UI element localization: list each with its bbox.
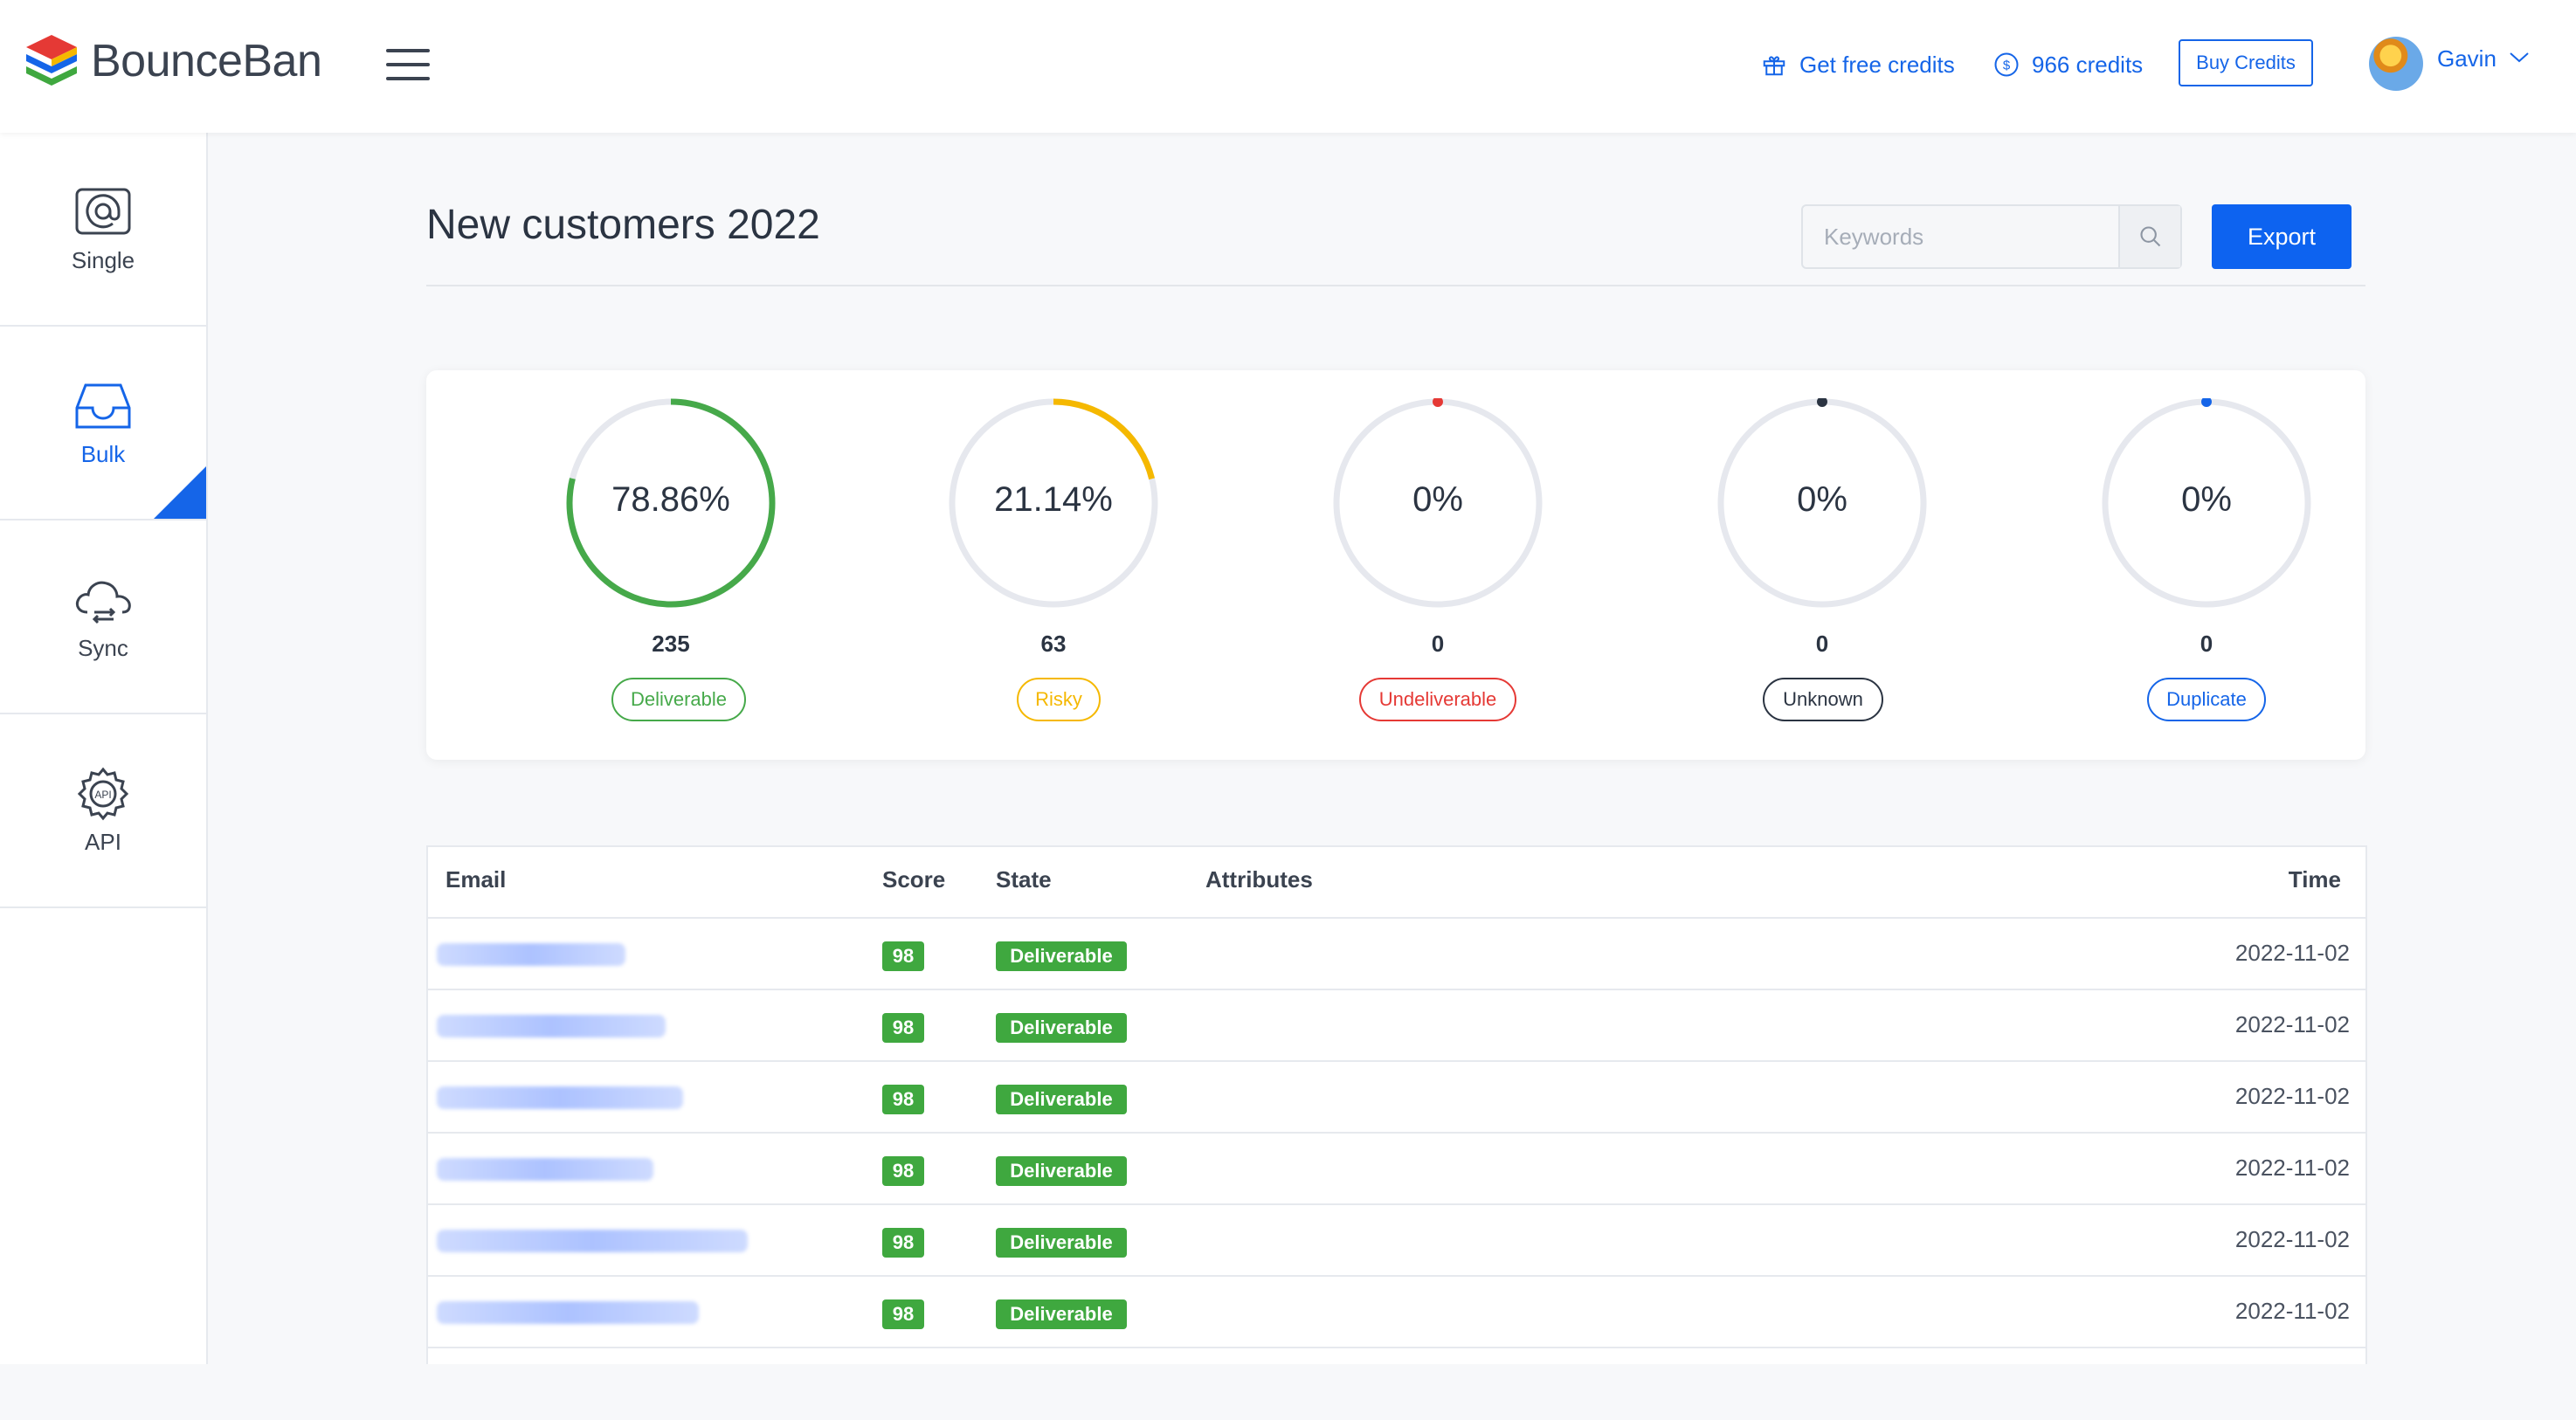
state-badge: Deliverable: [996, 1156, 1127, 1186]
score-badge: 98: [882, 1013, 924, 1043]
table-row[interactable]: 98 Deliverable 2022-11-02: [428, 1060, 2365, 1134]
row-time: 2022-11-02: [2234, 1011, 2350, 1037]
table-row[interactable]: 98 Deliverable 2022-11-02: [428, 989, 2365, 1062]
search-input[interactable]: [1803, 206, 2118, 267]
score-badge: 98: [882, 1228, 924, 1258]
inbox-icon: [75, 383, 131, 428]
svg-text:API: API: [94, 789, 111, 801]
undeliverable-badge[interactable]: Undeliverable: [1359, 678, 1516, 721]
duplicate-badge[interactable]: Duplicate: [2147, 678, 2266, 721]
risky-ring: [949, 398, 1158, 608]
deliverable-badge[interactable]: Deliverable: [611, 678, 746, 721]
state-badge: Deliverable: [996, 1299, 1127, 1329]
deliverable-ring: [566, 398, 776, 608]
score-badge: 98: [882, 941, 924, 971]
bounceban-logo-icon: [26, 35, 77, 86]
page-title: New customers 2022: [426, 202, 820, 248]
table-row[interactable]: 98 Deliverable 2022-11-02: [428, 1275, 2365, 1348]
results-table: Email Score State Attributes Time 98 Del…: [426, 845, 2367, 1364]
unknown-ring: [1717, 398, 1927, 608]
sidebar: Single Bulk Sync API API: [0, 133, 208, 1364]
risky-count: 63: [1040, 631, 1067, 657]
cloud-sync-icon: [75, 581, 131, 624]
state-badge: Deliverable: [996, 1085, 1127, 1114]
redacted-email: [437, 1230, 748, 1252]
svg-text:$: $: [2003, 59, 2011, 73]
sidebar-item-label: Bulk: [80, 440, 126, 467]
row-time: 2022-11-02: [2234, 940, 2350, 966]
search-icon: [2139, 226, 2160, 247]
redacted-email: [437, 1301, 699, 1324]
gift-icon: [1763, 56, 1785, 76]
table-row[interactable]: 98 Deliverable 2022-11-02: [428, 1203, 2365, 1277]
table-row[interactable]: [428, 1347, 2365, 1420]
risky-percent: 21.14%: [994, 480, 1113, 519]
menu-toggle-icon[interactable]: [386, 49, 430, 80]
deliverable-percent: 78.86%: [611, 480, 730, 519]
table-row[interactable]: 98 Deliverable 2022-11-02: [428, 917, 2365, 990]
avatar[interactable]: [2369, 37, 2423, 91]
undeliverable-percent: 0%: [1412, 480, 1463, 519]
redacted-email: [437, 1158, 653, 1181]
sidebar-item-label: API: [85, 828, 121, 855]
risky-badge[interactable]: Risky: [1017, 678, 1101, 721]
buy-credits-button[interactable]: Buy Credits: [2179, 39, 2313, 86]
column-header-email[interactable]: Email: [445, 866, 507, 893]
sidebar-item-single[interactable]: Single: [0, 133, 206, 327]
score-badge: 98: [882, 1299, 924, 1329]
state-badge: Deliverable: [996, 1013, 1127, 1043]
credits-balance-label: 966 credits: [2032, 51, 2144, 78]
undeliverable-ring: [1333, 398, 1543, 608]
column-header-state[interactable]: State: [996, 866, 1052, 893]
duplicate-count: 0: [2200, 631, 2213, 657]
sidebar-item-bulk[interactable]: Bulk: [0, 327, 206, 520]
redacted-email: [437, 1015, 666, 1037]
score-badge: 98: [882, 1085, 924, 1114]
search-box: [1801, 204, 2182, 269]
state-badge: Deliverable: [996, 941, 1127, 971]
state-badge: Deliverable: [996, 1228, 1127, 1258]
sidebar-item-label: Single: [71, 246, 135, 273]
row-time: 2022-11-02: [2234, 1226, 2350, 1252]
get-free-credits-link[interactable]: Get free credits: [1761, 39, 1955, 90]
unknown-badge[interactable]: Unknown: [1763, 678, 1883, 721]
user-name[interactable]: Gavin: [2437, 45, 2497, 72]
row-time: 2022-11-02: [2234, 1155, 2350, 1181]
deliverable-count: 235: [652, 631, 690, 657]
column-header-time[interactable]: Time: [2288, 866, 2341, 893]
active-indicator: [154, 466, 206, 519]
table-row[interactable]: 98 Deliverable 2022-11-02: [428, 1132, 2365, 1205]
chevron-down-icon[interactable]: [2509, 49, 2530, 66]
brand-name: BounceBan: [91, 36, 322, 86]
column-header-score[interactable]: Score: [882, 866, 946, 893]
duplicate-percent: 0%: [2181, 480, 2232, 519]
credits-balance[interactable]: $ 966 credits: [1993, 39, 2143, 90]
undeliverable-count: 0: [1431, 631, 1445, 657]
dollar-coin-icon: $: [1994, 52, 2019, 77]
score-badge: 98: [882, 1156, 924, 1186]
unknown-count: 0: [1815, 631, 1829, 657]
brand-logo[interactable]: BounceBan: [23, 33, 322, 89]
redacted-email: [437, 1086, 683, 1109]
search-button[interactable]: [2118, 206, 2180, 267]
row-time: 2022-11-02: [2234, 1298, 2350, 1324]
at-sign-icon: [75, 188, 131, 234]
sidebar-item-sync[interactable]: Sync: [0, 520, 206, 714]
get-free-credits-label: Get free credits: [1799, 51, 1955, 78]
api-gear-icon: API: [77, 767, 129, 820]
top-bar: BounceBan Get free credits $ 966 credits…: [0, 0, 2576, 133]
duplicate-ring: [2102, 398, 2311, 608]
column-header-attributes[interactable]: Attributes: [1205, 866, 1313, 893]
divider: [426, 285, 2365, 286]
row-time: 2022-11-02: [2234, 1083, 2350, 1109]
export-button[interactable]: Export: [2212, 204, 2352, 269]
sidebar-item-label: Sync: [78, 634, 128, 661]
redacted-email: [437, 943, 625, 966]
stats-card: 78.86% 235 Deliverable 21.14% 63 Risky 0…: [426, 370, 2365, 760]
unknown-percent: 0%: [1797, 480, 1847, 519]
sidebar-item-api[interactable]: API API: [0, 714, 206, 908]
